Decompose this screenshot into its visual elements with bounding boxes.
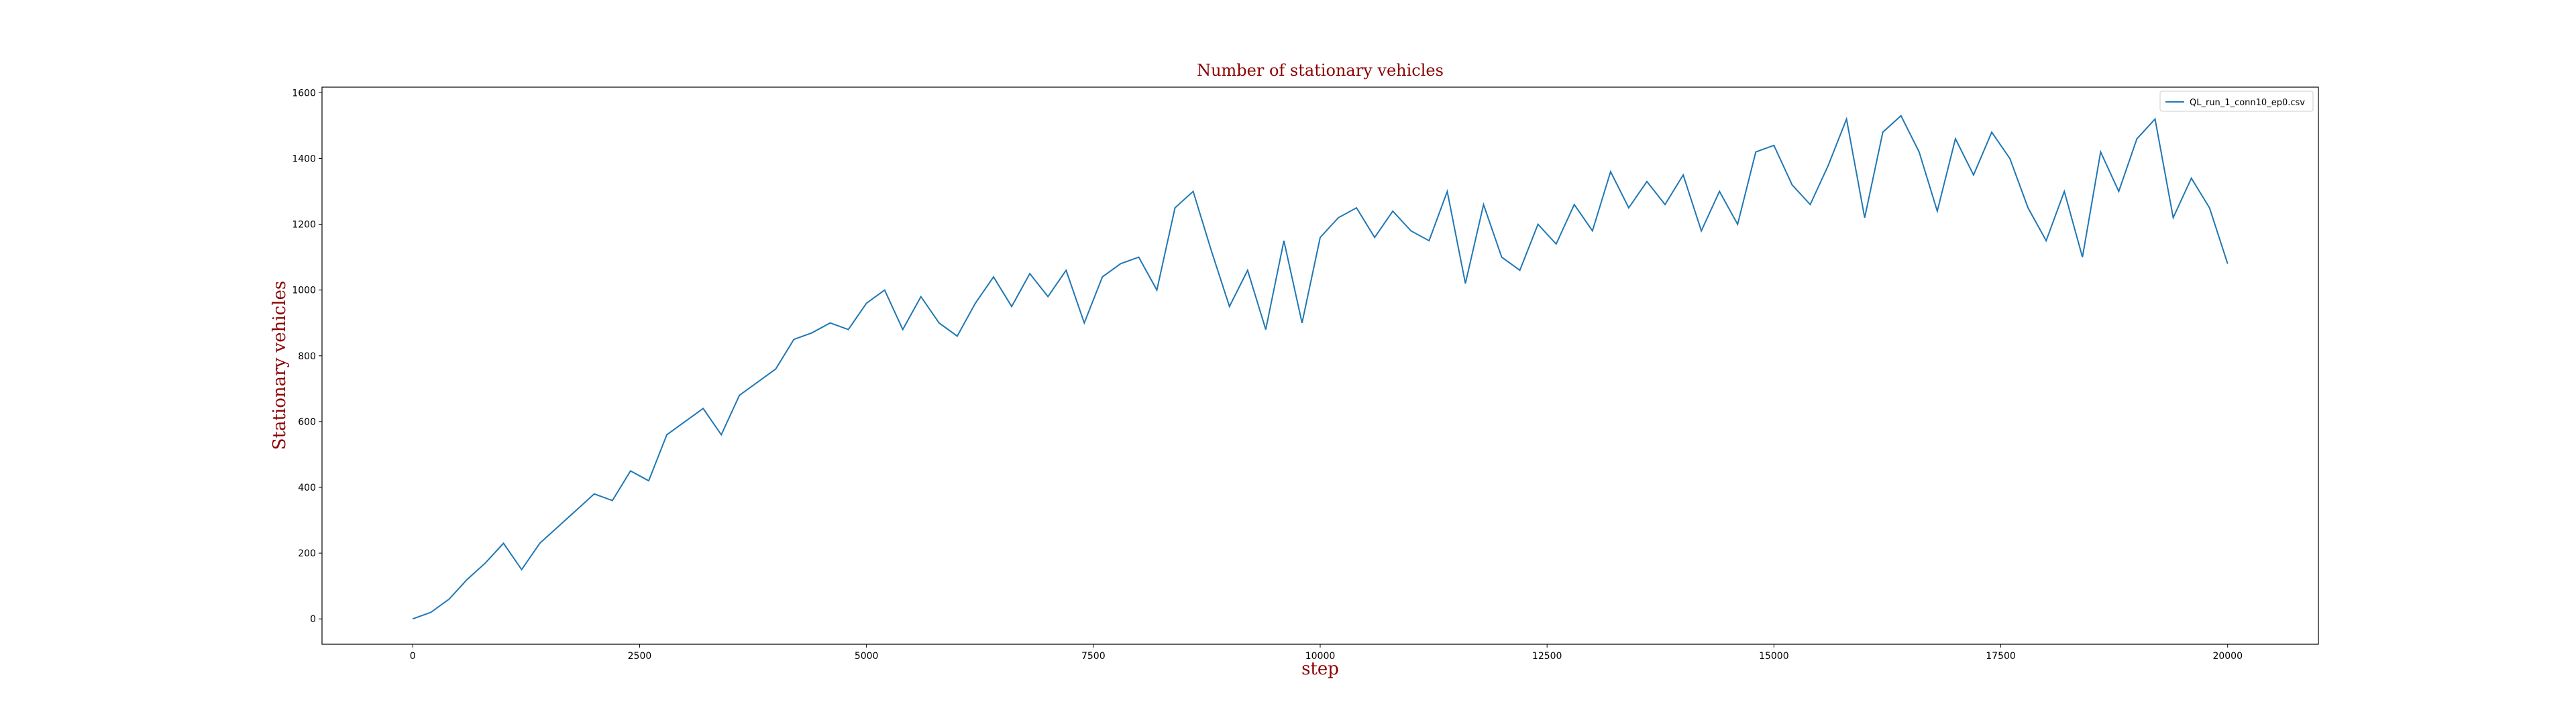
x-axis-label: step (1301, 659, 1339, 679)
y-tick-label: 800 (298, 351, 316, 362)
data-line (412, 115, 2229, 620)
chart-title: Number of stationary vehicles (1197, 61, 1444, 80)
plot-frame (321, 86, 2319, 645)
x-tick-label: 5000 (855, 651, 879, 662)
x-tick-label: 12500 (1532, 651, 1562, 662)
y-tick-label: 1400 (292, 154, 316, 164)
y-tick-label: 1600 (292, 88, 316, 99)
y-tick-label: 0 (310, 614, 316, 625)
x-tick-label: 2500 (628, 651, 652, 662)
x-tick-label: 15000 (1759, 651, 1789, 662)
x-tick-label: 7500 (1081, 651, 1106, 662)
y-axis-label: Stationary vehicles (270, 281, 290, 450)
y-tick-label: 1000 (292, 286, 316, 296)
legend-box (2159, 90, 2314, 112)
y-tick-label: 400 (298, 483, 316, 493)
legend-label: QL_run_1_conn10_ep0.csv (2190, 98, 2305, 108)
x-tick-label: 10000 (1305, 651, 1336, 662)
x-tick-label: 0 (410, 651, 416, 662)
x-tick-label: 20000 (2212, 651, 2243, 662)
y-tick-label: 1200 (292, 220, 316, 231)
x-tick-label: 17500 (1986, 651, 2016, 662)
y-tick-label: 600 (298, 417, 316, 428)
y-tick-label: 200 (298, 548, 316, 559)
